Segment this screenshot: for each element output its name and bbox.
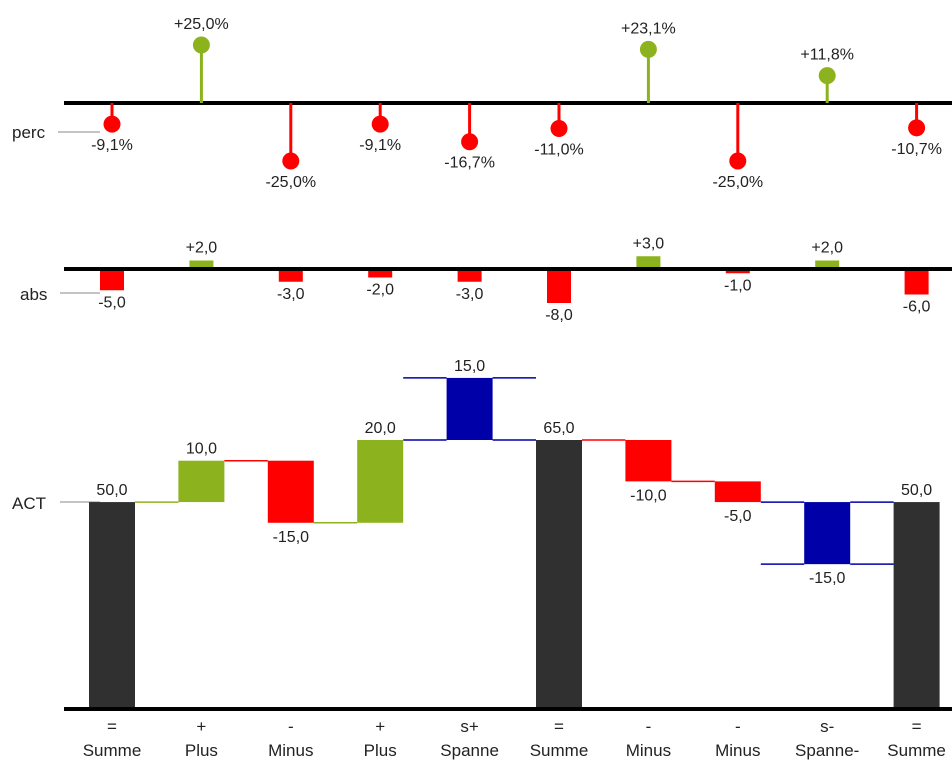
act-total-bar [536, 440, 582, 709]
act-delta-bar [625, 440, 672, 482]
perc-data-label: -10,7% [891, 141, 942, 158]
category-label: Spanne [440, 741, 499, 760]
act-row-label: ACT [12, 494, 46, 513]
category-symbol: - [646, 717, 652, 736]
category-label: Minus [626, 741, 671, 760]
abs-data-label: -2,0 [366, 282, 394, 299]
category-symbol: + [375, 717, 385, 736]
category-symbol: s+ [460, 717, 479, 736]
perc-pin-head [461, 133, 479, 151]
perc-pin-head [550, 120, 568, 138]
category-label: Summe [530, 741, 589, 760]
act-data-label: 10,0 [186, 441, 217, 458]
abs-bar [278, 269, 303, 282]
act-data-label: 50,0 [901, 482, 932, 499]
category-symbol: = [107, 717, 117, 736]
perc-pin-head [103, 115, 121, 133]
abs-bar [368, 269, 393, 278]
abs-bar [189, 260, 214, 269]
perc-data-label: +11,8% [800, 47, 854, 64]
abs-row: abs -5,0 +2,0 -3,0 -2,0 -3,0 -8,0 +3,0 -1,0 +2,0… [20, 235, 952, 324]
act-span-bar [804, 502, 851, 565]
category-symbol: = [912, 717, 922, 736]
act-row: ACT 50,0 10,0 -15,0 20,0 15,0 65,0 -10,0 -5,0 -1… [12, 358, 952, 711]
category-label: Minus [715, 741, 760, 760]
act-delta-bar [357, 440, 404, 523]
act-data-label: 15,0 [454, 358, 485, 375]
perc-data-label: -9,1% [359, 137, 401, 154]
perc-data-label: -9,1% [91, 137, 133, 154]
perc-data-label: -16,7% [444, 155, 495, 172]
abs-data-label: -3,0 [277, 286, 305, 303]
abs-data-label: -5,0 [98, 294, 126, 311]
abs-bar [904, 269, 929, 295]
abs-bar [547, 269, 571, 303]
abs-row-label: abs [20, 285, 47, 304]
abs-data-label: -3,0 [456, 286, 484, 303]
perc-row-label: perc [12, 123, 46, 142]
act-data-label: -15,0 [809, 570, 846, 587]
category-symbol: - [288, 717, 294, 736]
perc-data-label: -25,0% [712, 174, 763, 191]
act-data-label: 20,0 [365, 420, 396, 437]
perc-pin-head [192, 36, 210, 54]
perc-pin-head [818, 67, 836, 85]
act-delta-bar [267, 460, 314, 523]
perc-data-label: +23,1% [621, 20, 676, 37]
act-span-bar [446, 377, 493, 440]
abs-data-label: +3,0 [633, 235, 665, 252]
perc-pin-head [371, 115, 389, 133]
abs-data-label: -1,0 [724, 277, 752, 294]
act-data-label: -5,0 [724, 508, 752, 525]
category-label: Plus [185, 741, 218, 760]
perc-pin-head [282, 152, 300, 170]
category-label: Plus [364, 741, 397, 760]
abs-bar [725, 269, 750, 274]
perc-pin-head [729, 152, 747, 170]
act-data-label: -10,0 [630, 487, 667, 504]
abs-bar [815, 260, 840, 269]
abs-data-label: +2,0 [811, 240, 843, 257]
category-symbol: - [735, 717, 741, 736]
category-label: Summe [887, 741, 946, 760]
category-symbol: = [554, 717, 564, 736]
act-data-label: -15,0 [273, 529, 310, 546]
abs-data-label: -6,0 [903, 299, 931, 316]
act-data-label: 50,0 [96, 482, 127, 499]
act-delta-bar [714, 481, 761, 503]
perc-data-label: -11,0% [534, 142, 584, 159]
act-total-bar [89, 502, 135, 709]
category-symbol: s- [820, 717, 834, 736]
act-total-bar [893, 502, 940, 709]
abs-bar [100, 269, 124, 291]
perc-data-label: +25,0% [174, 16, 229, 33]
abs-data-label: +2,0 [186, 240, 218, 257]
category-label: Spanne- [795, 741, 859, 760]
perc-pin-head [639, 40, 657, 58]
act-data-label: 65,0 [543, 420, 574, 437]
category-label: Summe [83, 741, 142, 760]
abs-bar [636, 256, 661, 269]
category-symbol: + [196, 717, 206, 736]
category-axis: = Summe + Plus - Minus + Plus s+ Spanne = Summe - Min… [83, 717, 946, 760]
abs-bar [457, 269, 482, 282]
perc-data-label: -25,0% [265, 174, 316, 191]
perc-pin-head [908, 119, 926, 137]
perc-row: perc -9,1% +25,0% -25,0% -9,1% -16,7% -11,0% +… [12, 16, 952, 191]
abs-data-label: -8,0 [545, 307, 573, 324]
category-label: Minus [268, 741, 313, 760]
act-delta-bar [178, 460, 225, 503]
